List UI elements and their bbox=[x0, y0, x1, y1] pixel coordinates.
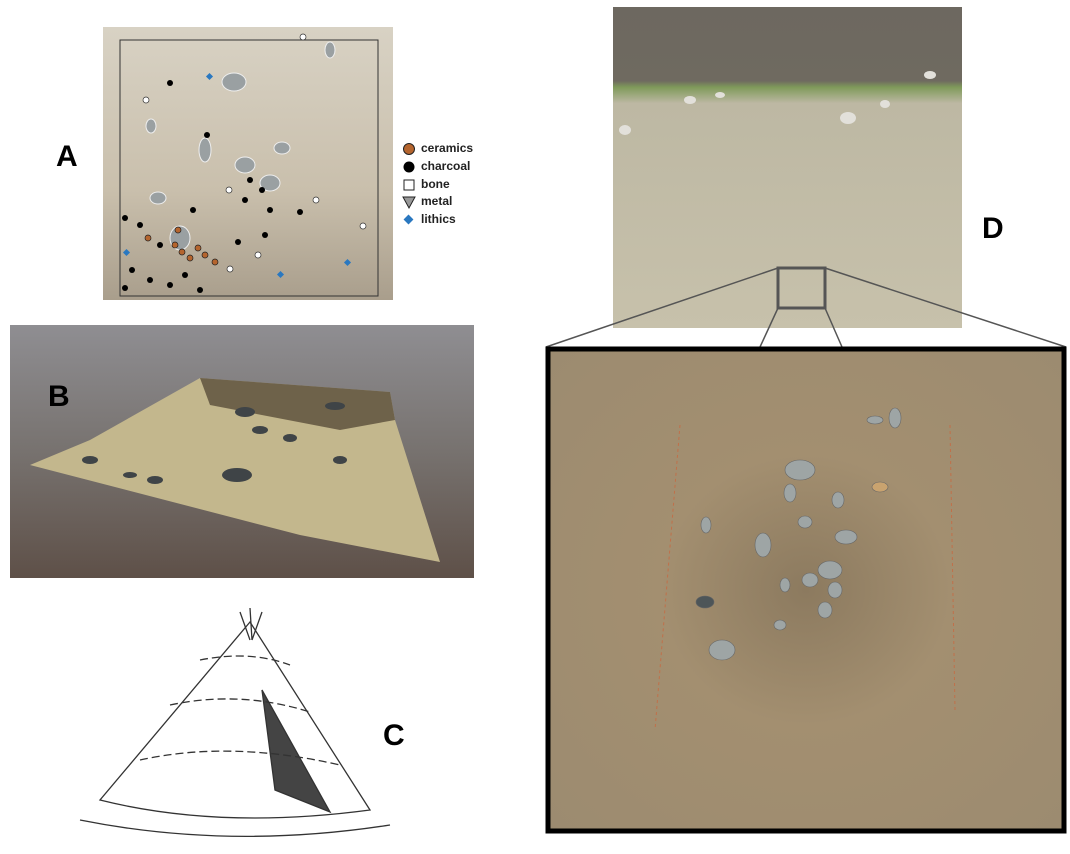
legend-label: metal bbox=[421, 194, 452, 208]
stones bbox=[619, 71, 936, 135]
legend-symbol bbox=[402, 196, 416, 210]
legend-label: charcoal bbox=[421, 159, 470, 173]
zoom-photo bbox=[545, 346, 1067, 834]
legend-symbol bbox=[403, 214, 414, 225]
zoom-line bbox=[824, 307, 843, 348]
tipi-seams bbox=[139, 655, 341, 766]
legend-symbol bbox=[403, 161, 415, 173]
panel-b: B bbox=[10, 325, 474, 578]
legend-symbol bbox=[403, 179, 415, 191]
legend: ceramics charcoal bone metal lithics bbox=[402, 141, 473, 226]
hearth-stones bbox=[695, 407, 902, 661]
legend-label: bone bbox=[421, 177, 450, 191]
tipi-poles bbox=[239, 607, 263, 641]
panel-c: C bbox=[79, 607, 405, 838]
plan-border bbox=[119, 39, 379, 297]
tipi-outline bbox=[98, 620, 372, 819]
zoom-line bbox=[824, 267, 1067, 348]
panel-d: D bbox=[545, 7, 1067, 834]
panel-label: C bbox=[383, 719, 405, 752]
legend-symbol bbox=[403, 143, 415, 155]
zoom-line bbox=[759, 307, 779, 348]
panel-label: A bbox=[56, 140, 78, 173]
ground bbox=[79, 819, 391, 838]
lithic-points bbox=[122, 72, 352, 279]
stones bbox=[82, 402, 347, 484]
ceramic-points bbox=[144, 226, 219, 266]
panel-label: D bbox=[982, 212, 1004, 245]
stones bbox=[145, 41, 336, 251]
legend-label: ceramics bbox=[421, 141, 473, 155]
aerial-photo bbox=[613, 7, 962, 328]
inset-box bbox=[776, 266, 827, 310]
panel-label: B bbox=[48, 380, 70, 413]
zoom-line bbox=[545, 267, 779, 348]
charcoal-points bbox=[122, 80, 303, 293]
legend-label: lithics bbox=[421, 212, 456, 226]
excavation-shadow bbox=[200, 378, 395, 430]
tipi-door bbox=[261, 689, 332, 814]
panel-a: A ceramics charcoal bone metal lithics bbox=[56, 27, 473, 300]
bone-points bbox=[142, 33, 367, 273]
